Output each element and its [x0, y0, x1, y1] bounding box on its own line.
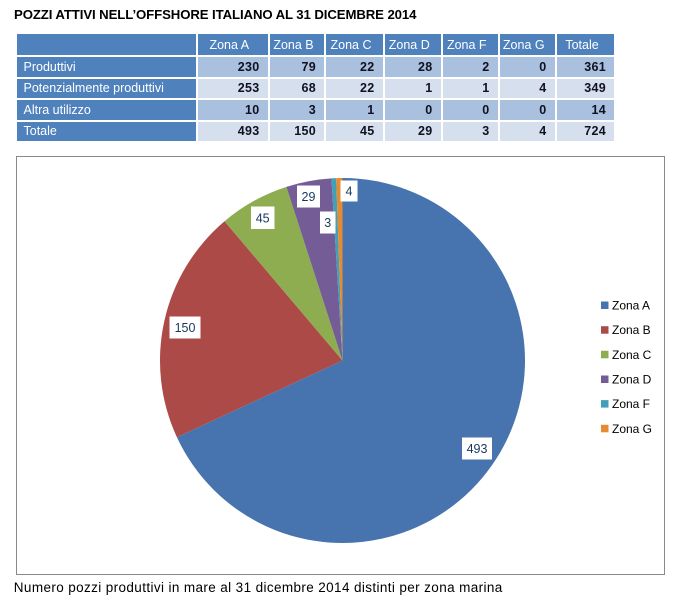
svg-text:3: 3: [324, 216, 331, 230]
svg-text:150: 150: [175, 321, 196, 335]
svg-text:4: 4: [346, 185, 353, 199]
svg-text:Zona G: Zona G: [612, 422, 652, 436]
svg-text:493: 493: [467, 442, 488, 456]
svg-text:Zona B: Zona B: [612, 323, 651, 337]
svg-text:Zona F: Zona F: [612, 397, 650, 411]
svg-text:45: 45: [256, 211, 270, 225]
svg-text:Zona C: Zona C: [612, 348, 652, 362]
svg-text:Zona A: Zona A: [612, 299, 650, 313]
svg-text:29: 29: [302, 190, 316, 204]
svg-text:Zona D: Zona D: [612, 373, 652, 387]
